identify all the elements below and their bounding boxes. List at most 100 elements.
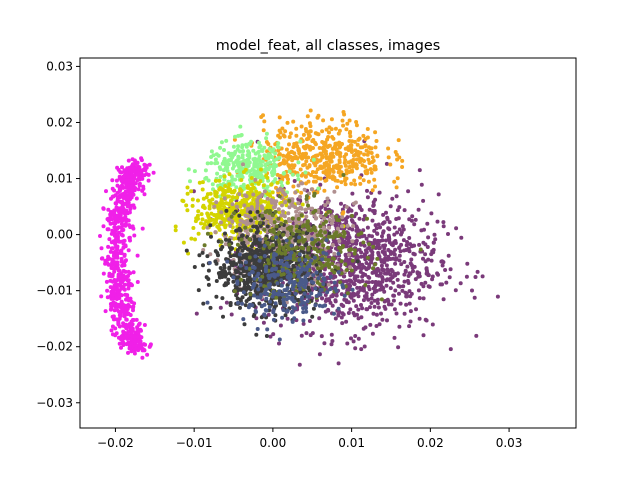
data-point	[266, 258, 270, 262]
data-point	[332, 270, 337, 275]
data-point	[351, 224, 356, 228]
data-point	[214, 200, 219, 205]
data-point	[275, 144, 280, 149]
data-point	[232, 164, 236, 169]
data-point	[268, 153, 272, 158]
data-point	[391, 298, 396, 303]
data-point	[465, 261, 470, 266]
data-point	[207, 217, 212, 222]
data-point	[262, 313, 267, 318]
data-point	[272, 260, 277, 265]
data-point	[255, 263, 260, 268]
data-point	[347, 285, 352, 290]
data-point	[245, 247, 250, 252]
data-point	[293, 205, 298, 210]
data-point	[260, 213, 265, 218]
data-point	[264, 264, 269, 269]
data-point	[209, 149, 214, 154]
data-point	[336, 251, 341, 256]
data-point	[330, 303, 335, 308]
data-point	[124, 258, 128, 263]
data-point	[299, 181, 304, 186]
data-point	[421, 198, 426, 203]
data-point	[299, 220, 304, 225]
data-point	[121, 273, 126, 278]
data-point	[394, 185, 399, 190]
data-point	[334, 147, 339, 152]
data-point	[304, 197, 309, 201]
data-point	[334, 242, 339, 247]
data-point	[344, 319, 349, 324]
data-point	[398, 301, 403, 306]
data-point	[400, 224, 405, 229]
data-point	[290, 319, 295, 324]
data-point	[418, 247, 423, 252]
data-point	[356, 307, 361, 312]
data-point	[354, 152, 359, 157]
data-point	[234, 185, 239, 190]
data-point	[109, 210, 114, 215]
data-point	[349, 336, 353, 341]
data-point	[292, 179, 297, 183]
data-point	[431, 240, 436, 245]
data-point	[364, 261, 369, 265]
data-point	[296, 274, 301, 279]
data-point	[370, 160, 375, 164]
data-point	[282, 171, 286, 175]
data-point	[318, 158, 323, 163]
data-point	[365, 195, 370, 200]
data-point	[314, 170, 319, 175]
data-point	[347, 165, 352, 170]
data-point	[325, 261, 330, 266]
data-point	[384, 263, 389, 268]
data-point	[381, 229, 386, 234]
data-point	[120, 228, 125, 233]
data-point	[254, 332, 259, 337]
data-point	[319, 205, 324, 210]
data-point	[105, 227, 110, 232]
data-point	[407, 271, 412, 276]
data-point	[328, 249, 333, 254]
data-point	[128, 313, 133, 317]
data-point	[226, 162, 231, 167]
series-3	[186, 124, 321, 203]
data-point	[109, 217, 114, 222]
data-point	[430, 277, 435, 282]
data-point	[206, 178, 211, 183]
data-point	[444, 280, 449, 285]
data-point	[425, 245, 430, 249]
data-point	[138, 340, 142, 345]
data-point	[367, 287, 372, 292]
data-point	[363, 283, 368, 287]
data-point	[326, 135, 331, 139]
data-point	[372, 304, 377, 309]
data-point	[218, 203, 223, 208]
data-point	[284, 261, 289, 266]
data-point	[337, 158, 342, 163]
data-point	[421, 296, 426, 301]
data-point	[243, 281, 248, 286]
data-point	[288, 272, 293, 277]
data-point	[135, 326, 140, 331]
data-point	[301, 132, 306, 137]
data-point	[184, 203, 189, 208]
data-point	[354, 304, 359, 309]
data-point	[238, 201, 243, 205]
data-point	[369, 296, 374, 301]
data-point	[285, 316, 290, 321]
data-point	[254, 224, 259, 229]
data-point	[303, 208, 308, 213]
data-point	[246, 214, 251, 219]
data-point	[123, 331, 128, 336]
data-point	[113, 326, 118, 331]
data-point	[104, 279, 109, 284]
data-point	[365, 188, 369, 193]
data-point	[111, 314, 116, 319]
data-point	[398, 249, 403, 254]
data-point	[247, 255, 252, 260]
data-point	[129, 195, 134, 200]
data-point	[279, 213, 284, 218]
data-point	[413, 277, 418, 282]
data-point	[274, 242, 278, 247]
data-point	[289, 243, 294, 248]
